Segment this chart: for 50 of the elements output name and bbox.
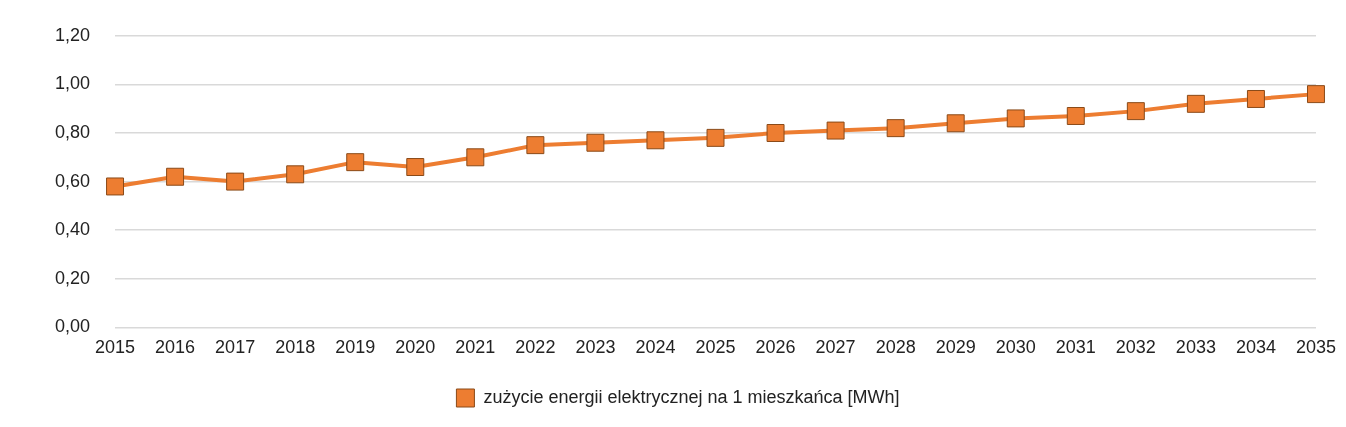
point xyxy=(826,121,845,140)
x-tick-label: 2034 xyxy=(1235,337,1276,358)
point xyxy=(1006,109,1025,128)
x-tick-label: 2019 xyxy=(335,337,376,358)
legend-label: zużycie energii elektrycznej na 1 mieszkańca [MWh] xyxy=(483,386,900,407)
point xyxy=(1066,107,1085,125)
point xyxy=(346,153,365,172)
y-tick-label: 0,60 xyxy=(54,170,91,191)
x-tick-label: 2020 xyxy=(395,337,436,358)
x-tick-label: 2026 xyxy=(755,337,796,358)
y-tick-label: 0,00 xyxy=(54,316,91,337)
x-tick-label: 2015 xyxy=(95,337,136,358)
point xyxy=(166,167,185,186)
x-tick-label: 2024 xyxy=(635,337,676,358)
x-tick-label: 2025 xyxy=(695,337,736,358)
y-tick-label: 0,40 xyxy=(54,219,91,240)
x-tick-label: 2035 xyxy=(1295,337,1336,358)
y-tick-label: 1,00 xyxy=(54,73,91,94)
point xyxy=(286,165,305,184)
x-tick-label: 2029 xyxy=(935,337,976,358)
x-tick-label: 2022 xyxy=(515,337,556,358)
point xyxy=(466,148,485,167)
point xyxy=(586,133,605,152)
point xyxy=(646,131,665,150)
point xyxy=(766,124,785,142)
point xyxy=(1306,85,1325,104)
point xyxy=(1246,90,1265,108)
y-tick-label: 0,20 xyxy=(54,267,91,288)
point xyxy=(1126,102,1145,121)
x-tick-label: 2023 xyxy=(575,337,616,358)
point xyxy=(226,172,245,191)
x-tick-label: 2018 xyxy=(275,337,316,358)
x-tick-label: 2021 xyxy=(455,337,496,358)
y-tick-label: 1,20 xyxy=(54,24,91,45)
x-tick-label: 2033 xyxy=(1175,337,1216,358)
point xyxy=(946,114,965,133)
x-tick-label: 2017 xyxy=(215,337,256,358)
point xyxy=(526,136,545,155)
x-tick-label: 2032 xyxy=(1115,337,1156,358)
x-tick-label: 2016 xyxy=(155,337,196,358)
x-tick-label: 2028 xyxy=(875,337,916,358)
x-tick-label: 2031 xyxy=(1055,337,1096,358)
x-tick-label: 2027 xyxy=(815,337,856,358)
point xyxy=(706,128,725,147)
point xyxy=(106,177,125,196)
x-tick-label: 2030 xyxy=(995,337,1036,358)
point xyxy=(1186,94,1205,113)
point xyxy=(406,158,425,177)
y-tick-label: 0,80 xyxy=(54,121,91,142)
point xyxy=(886,119,905,138)
